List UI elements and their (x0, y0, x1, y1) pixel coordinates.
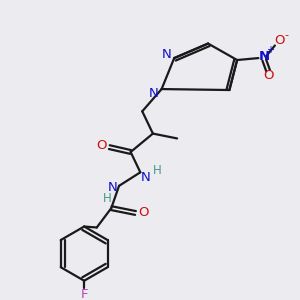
Text: N: N (149, 87, 159, 101)
Text: O: O (96, 139, 107, 152)
Text: H: H (103, 192, 112, 205)
Text: N: N (259, 50, 270, 63)
Text: O: O (274, 34, 285, 47)
Text: +: + (266, 45, 274, 55)
Text: H: H (153, 164, 162, 177)
Text: O: O (138, 206, 148, 220)
Text: N: N (140, 171, 150, 184)
Text: -: - (284, 30, 289, 40)
Text: N: N (162, 48, 171, 61)
Text: O: O (263, 69, 273, 82)
Text: N: N (107, 181, 117, 194)
Text: F: F (80, 288, 88, 300)
